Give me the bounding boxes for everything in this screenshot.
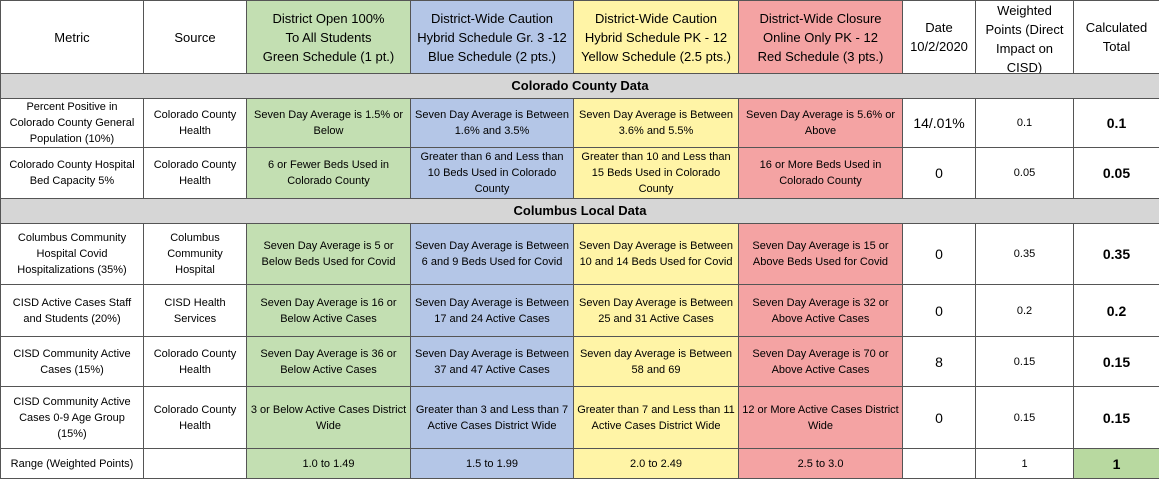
metric-cell: Colorado County Hospital Bed Capacity 5% — [0, 147, 144, 199]
header-yellow-schedule: District-Wide Caution Hybrid Schedule PK… — [573, 0, 739, 74]
weighted-header-text: Weighted Points (Direct Impact on CISD) — [985, 3, 1064, 73]
blue-criteria-cell: Seven Day Average is Between 17 and 24 A… — [410, 284, 574, 337]
source-cell: Colorado County Health — [143, 98, 247, 148]
header-blue-schedule: District-Wide Caution Hybrid Schedule Gr… — [410, 0, 574, 74]
weight-value-cell: 0.35 — [975, 223, 1074, 285]
date-value-cell: 8 — [902, 336, 976, 387]
header-weighted-points: Weighted Points (Direct Impact on CISD) — [975, 0, 1074, 74]
blue-criteria-cell: Greater than 6 and Less than 10 Beds Use… — [410, 147, 574, 199]
date-value-cell: 0 — [902, 147, 976, 199]
total-value-cell: 0.1 — [1073, 98, 1159, 148]
weight-value-cell: 0.05 — [975, 147, 1074, 199]
table-row: Percent Positive in Colorado County Gene… — [0, 98, 1159, 148]
header-date: Date 10/2/2020 — [902, 0, 976, 74]
yellow-criteria-cell: Greater than 7 and Less than 11 Active C… — [573, 386, 739, 449]
green-criteria-cell: Seven Day Average is 36 or Below Active … — [246, 336, 411, 387]
table-row: CISD Active Cases Staff and Students (20… — [0, 284, 1159, 337]
red-criteria-cell: 16 or More Beds Used in Colorado County — [738, 147, 903, 199]
header-source: Source — [143, 0, 247, 74]
total-value-cell: 0.2 — [1073, 284, 1159, 337]
range-row: Range (Weighted Points) 1.0 to 1.49 1.5 … — [0, 448, 1159, 479]
source-cell: CISD Health Services — [143, 284, 247, 337]
green-criteria-cell: Seven Day Average is 1.5% or Below — [246, 98, 411, 148]
blue-criteria-cell: Greater than 3 and Less than 7 Active Ca… — [410, 386, 574, 449]
range-blue-cell: 1.5 to 1.99 — [410, 448, 574, 479]
range-weight-cell: 1 — [975, 448, 1074, 479]
source-cell: Columbus Community Hospital — [143, 223, 247, 285]
blue-criteria-cell: Seven Day Average is Between 37 and 47 A… — [410, 336, 574, 387]
date-value-cell: 14/.01% — [902, 98, 976, 148]
date-value-cell: 0 — [902, 284, 976, 337]
table-row: Columbus Community Hospital Covid Hospit… — [0, 223, 1159, 285]
source-cell: Colorado County Health — [143, 386, 247, 449]
range-red-cell: 2.5 to 3.0 — [738, 448, 903, 479]
weight-value-cell: 0.15 — [975, 336, 1074, 387]
table-row: CISD Community Active Cases 0-9 Age Grou… — [0, 386, 1159, 449]
table-row: Colorado County Hospital Bed Capacity 5%… — [0, 147, 1159, 199]
range-label: Range (Weighted Points) — [0, 448, 144, 479]
metric-cell: Percent Positive in Colorado County Gene… — [0, 98, 144, 148]
yellow-criteria-cell: Greater than 10 and Less than 15 Beds Us… — [573, 147, 739, 199]
total-value-cell: 0.15 — [1073, 386, 1159, 449]
weight-value-cell: 0.1 — [975, 98, 1074, 148]
red-criteria-cell: 12 or More Active Cases District Wide — [738, 386, 903, 449]
metric-cell: CISD Community Active Cases (15%) — [0, 336, 144, 387]
table-row: CISD Community Active Cases (15%) Colora… — [0, 336, 1159, 387]
green-criteria-cell: Seven Day Average is 5 or Below Beds Use… — [246, 223, 411, 285]
section-row-county: Colorado County Data — [0, 73, 1159, 99]
date-value-cell: 0 — [902, 223, 976, 285]
red-criteria-cell: Seven Day Average is 32 or Above Active … — [738, 284, 903, 337]
section-row-local: Columbus Local Data — [0, 198, 1159, 224]
metric-cell: Columbus Community Hospital Covid Hospit… — [0, 223, 144, 285]
range-date-cell — [902, 448, 976, 479]
weight-value-cell: 0.2 — [975, 284, 1074, 337]
header-green-schedule: District Open 100% To All Students Green… — [246, 0, 411, 74]
header-metric: Metric — [0, 0, 144, 74]
section-title-county: Colorado County Data — [0, 73, 1159, 99]
red-criteria-cell: Seven Day Average is 5.6% or Above — [738, 98, 903, 148]
range-green-cell: 1.0 to 1.49 — [246, 448, 411, 479]
total-value-cell: 0.15 — [1073, 336, 1159, 387]
range-source-cell — [143, 448, 247, 479]
yellow-criteria-cell: Seven Day Average is Between 3.6% and 5.… — [573, 98, 739, 148]
green-criteria-cell: Seven Day Average is 16 or Below Active … — [246, 284, 411, 337]
green-criteria-cell: 6 or Fewer Beds Used in Colorado County — [246, 147, 411, 199]
green-criteria-cell: 3 or Below Active Cases District Wide — [246, 386, 411, 449]
yellow-criteria-cell: Seven Day Average is Between 25 and 31 A… — [573, 284, 739, 337]
weight-value-cell: 0.15 — [975, 386, 1074, 449]
section-title-local: Columbus Local Data — [0, 198, 1159, 224]
red-criteria-cell: Seven Day Average is 70 or Above Active … — [738, 336, 903, 387]
yellow-criteria-cell: Seven Day Average is Between 10 and 14 B… — [573, 223, 739, 285]
range-yellow-cell: 2.0 to 2.49 — [573, 448, 739, 479]
metric-cell: CISD Community Active Cases 0-9 Age Grou… — [0, 386, 144, 449]
range-total-cell: 1 — [1073, 448, 1159, 479]
source-cell: Colorado County Health — [143, 147, 247, 199]
date-value-cell: 0 — [902, 386, 976, 449]
metric-cell: CISD Active Cases Staff and Students (20… — [0, 284, 144, 337]
blue-criteria-cell: Seven Day Average is Between 6 and 9 Bed… — [410, 223, 574, 285]
header-calculated-total: Calculated Total — [1073, 0, 1159, 74]
blue-criteria-cell: Seven Day Average is Between 1.6% and 3.… — [410, 98, 574, 148]
header-row: Metric Source District Open 100% To All … — [0, 0, 1159, 74]
total-value-cell: 0.05 — [1073, 147, 1159, 199]
yellow-criteria-cell: Seven day Average is Between 58 and 69 — [573, 336, 739, 387]
header-red-schedule: District-Wide Closure Online Only PK - 1… — [738, 0, 903, 74]
red-criteria-cell: Seven Day Average is 15 or Above Beds Us… — [738, 223, 903, 285]
source-cell: Colorado County Health — [143, 336, 247, 387]
total-value-cell: 0.35 — [1073, 223, 1159, 285]
